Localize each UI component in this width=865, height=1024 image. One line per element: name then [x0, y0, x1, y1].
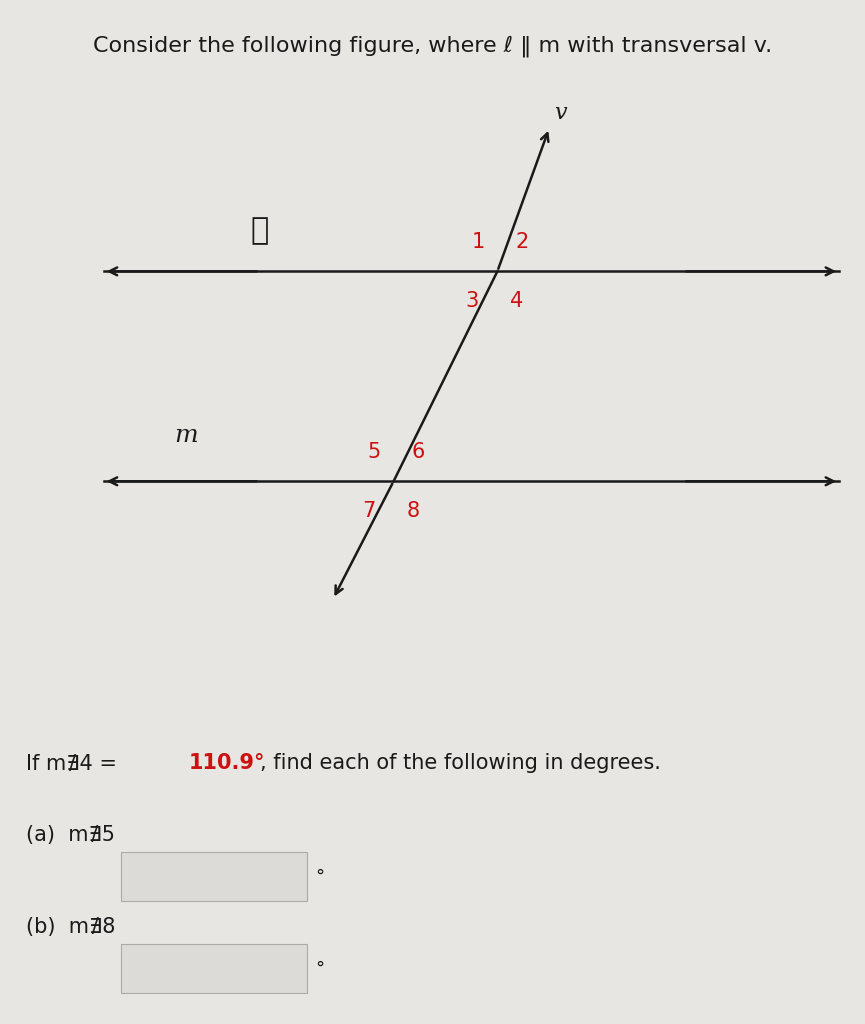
Text: 5: 5	[368, 441, 381, 462]
Text: 110.9°: 110.9°	[189, 753, 265, 773]
Text: ℓ: ℓ	[250, 215, 269, 246]
FancyBboxPatch shape	[121, 944, 307, 993]
Text: 2: 2	[516, 231, 529, 252]
Text: 7: 7	[362, 501, 375, 521]
Text: °: °	[316, 867, 325, 886]
Text: If m∄4 =: If m∄4 =	[26, 753, 124, 773]
FancyBboxPatch shape	[121, 852, 307, 901]
Text: 8: 8	[407, 501, 420, 521]
Text: Consider the following figure, where ℓ ‖ m with transversal v.: Consider the following figure, where ℓ ‖…	[93, 36, 772, 57]
Text: 4: 4	[510, 291, 523, 311]
Text: , find each of the following in degrees.: , find each of the following in degrees.	[260, 753, 660, 773]
Text: (b)  m∄8: (b) m∄8	[26, 916, 115, 937]
Text: v: v	[554, 101, 567, 124]
Text: (a)  m∄5: (a) m∄5	[26, 824, 115, 845]
Text: 3: 3	[466, 291, 479, 311]
Text: °: °	[316, 959, 325, 978]
Text: 1: 1	[471, 231, 484, 252]
Text: 6: 6	[412, 441, 426, 462]
Text: m: m	[174, 424, 198, 446]
